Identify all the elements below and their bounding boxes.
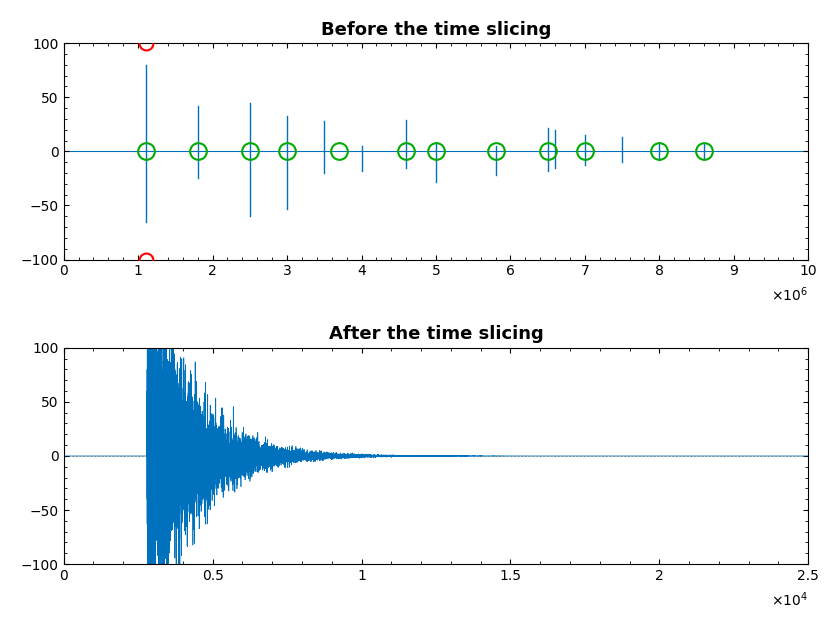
Title: After the time slicing: After the time slicing [328,326,543,343]
Text: $\times10^4$: $\times10^4$ [771,590,808,609]
Title: Before the time slicing: Before the time slicing [321,21,551,39]
Text: $\times10^6$: $\times10^6$ [771,285,808,304]
